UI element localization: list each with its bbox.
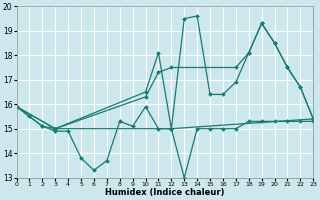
X-axis label: Humidex (Indice chaleur): Humidex (Indice chaleur)	[105, 188, 225, 197]
